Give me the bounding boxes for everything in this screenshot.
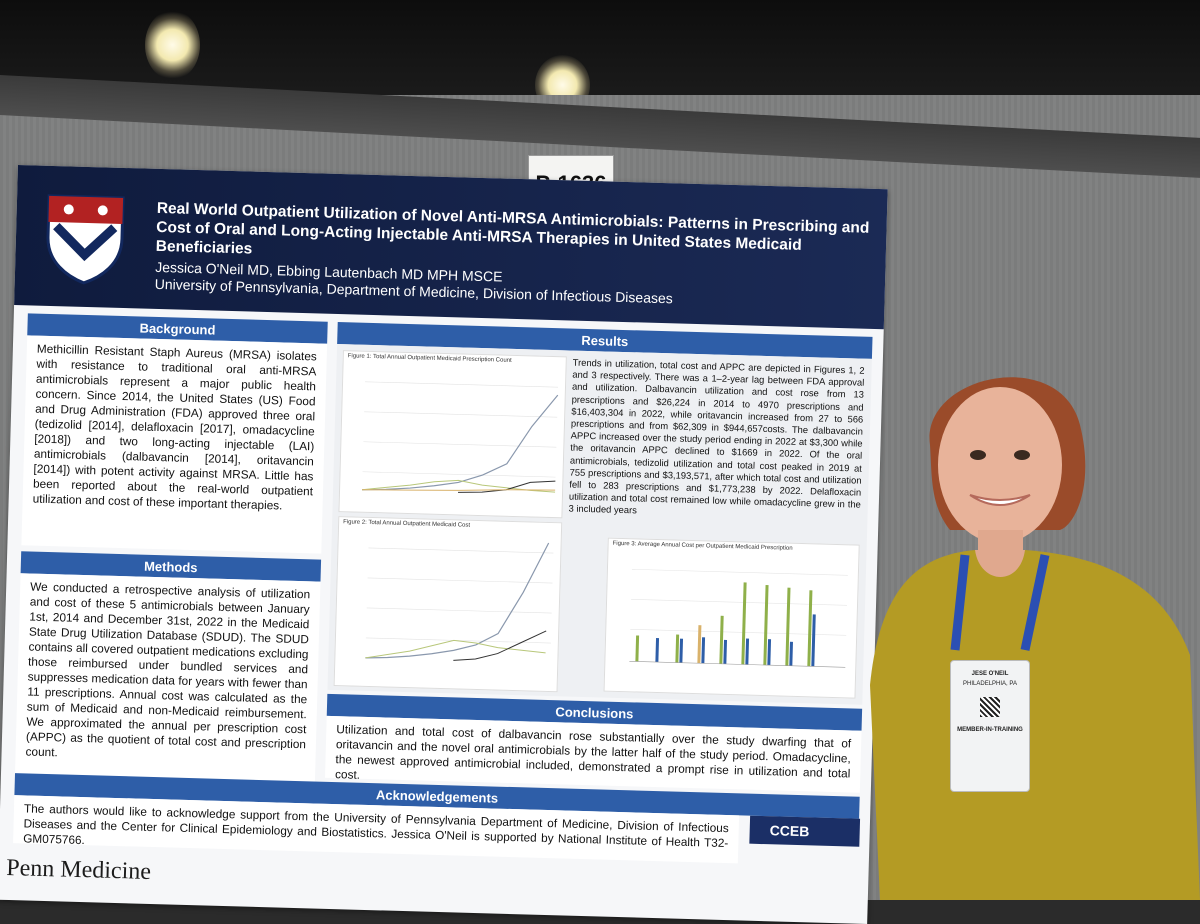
figure-3-bar bbox=[723, 639, 728, 664]
figure-3-bar bbox=[807, 590, 813, 667]
figure-1-line-oritavancin bbox=[362, 489, 556, 491]
figure-2-line-tedizolid bbox=[365, 639, 546, 659]
figure-3-bar bbox=[767, 639, 772, 666]
ceiling-light bbox=[145, 10, 200, 80]
figure-3-bar bbox=[679, 638, 684, 663]
figure-3-bar bbox=[745, 638, 750, 665]
figure-3-bar bbox=[785, 587, 791, 666]
cceb-logo-text: CCEB bbox=[769, 822, 810, 840]
figure-2: Figure 2: Total Annual Outpatient Medica… bbox=[333, 516, 563, 693]
figure-3-plot bbox=[629, 569, 848, 668]
figure-3-bar bbox=[701, 637, 706, 664]
figure-1: Figure 1: Total Annual Outpatient Medica… bbox=[338, 350, 567, 519]
figure-1-line-dalbavancin bbox=[362, 394, 559, 491]
figure-2-line-omadacycline bbox=[453, 630, 547, 661]
poster-header: Real World Outpatient Utilization of Nov… bbox=[14, 165, 888, 330]
figure-3-bar bbox=[635, 635, 640, 662]
cceb-logo: CCEB bbox=[749, 815, 861, 847]
penn-medicine-logo: Penn Medicine bbox=[6, 854, 152, 885]
figure-2-line-dalbavancin bbox=[365, 542, 550, 659]
figure-2-plot bbox=[365, 542, 554, 661]
figure-1-line-omadacycline bbox=[458, 480, 556, 493]
figure-1-plot bbox=[362, 381, 559, 493]
background-text: Methicillin Resistant Staph Aureus (MRSA… bbox=[21, 335, 328, 554]
badge-qr-icon bbox=[980, 697, 1000, 717]
badge-name: JESE O'NEIL bbox=[971, 671, 1009, 677]
figure-3-bar bbox=[789, 641, 793, 666]
figure-3-bar bbox=[697, 625, 702, 664]
figure-3-bar bbox=[763, 585, 769, 666]
figure-3: Figure 3: Average Annual Cost per Outpat… bbox=[603, 537, 860, 699]
results-text: Trends in utilization, total cost and AP… bbox=[568, 356, 865, 516]
figure-3-bar bbox=[655, 637, 660, 663]
figure-3-bar bbox=[741, 582, 747, 665]
figure-3-bar bbox=[811, 614, 816, 667]
name-badge: JESE O'NEIL PHILADELPHIA, PA MEMBER-IN-T… bbox=[950, 660, 1030, 792]
badge-type: MEMBER-IN-TRAINING bbox=[957, 727, 1023, 733]
badge-org: PHILADELPHIA, PA bbox=[963, 681, 1017, 687]
figure-3-bar bbox=[675, 634, 680, 663]
presenter-person bbox=[870, 377, 1200, 900]
figure-3-bar bbox=[719, 615, 724, 664]
research-poster: Real World Outpatient Utilization of Nov… bbox=[0, 165, 888, 924]
penn-shield-icon bbox=[46, 194, 125, 285]
